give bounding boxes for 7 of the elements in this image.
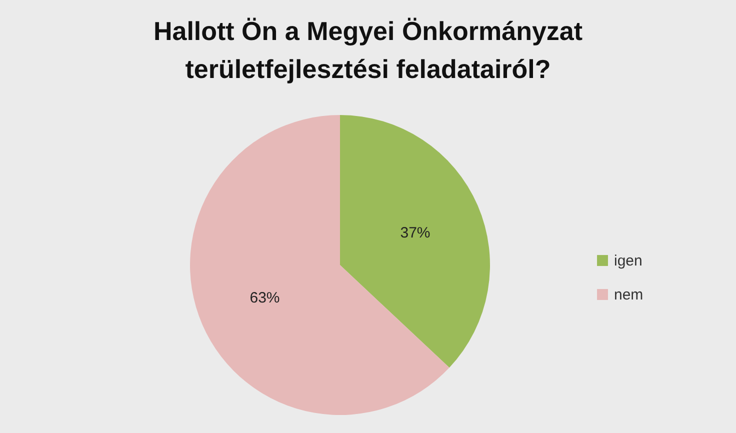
chart-title: Hallott Ön a Megyei Önkormányzat területfejlesztési feladatairól? [153, 16, 583, 84]
pie-slice [340, 115, 490, 368]
pie-slice [190, 115, 450, 415]
legend-label: igen [614, 252, 642, 270]
data-label: 63% [250, 290, 280, 307]
data-label: 37% [400, 224, 430, 242]
legend-label: nem [614, 286, 644, 304]
